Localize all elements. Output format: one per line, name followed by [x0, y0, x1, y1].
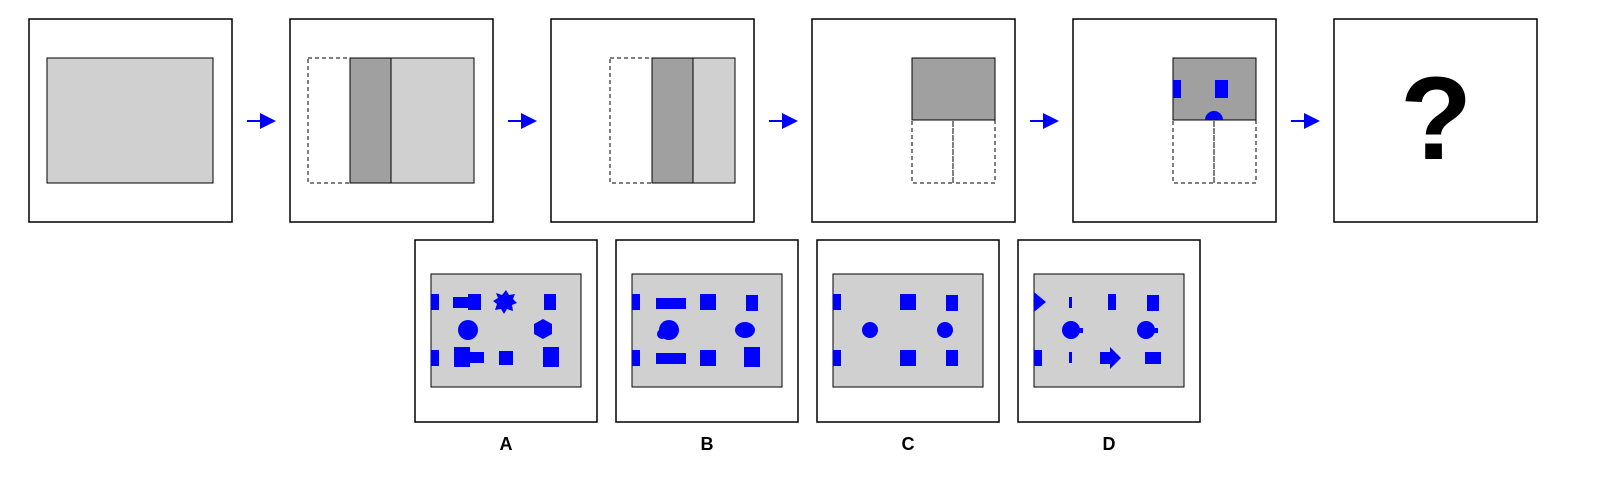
hole-circle	[862, 322, 878, 338]
punched-hole-rect-right	[1215, 80, 1228, 98]
hole	[454, 347, 470, 367]
option-d-label: D	[1103, 434, 1116, 454]
hole-blob	[657, 329, 667, 339]
paper-sheet	[692, 57, 736, 184]
hole-blob-notch	[1078, 328, 1083, 333]
folded-away-region-right	[952, 119, 996, 184]
hole-blob	[1137, 321, 1155, 339]
folded-block	[1172, 57, 1257, 121]
punched-hole-semicircle	[1205, 111, 1223, 120]
hole	[946, 350, 958, 366]
hole-triangle	[1034, 292, 1046, 312]
punched-hole-rect-left	[1173, 80, 1181, 98]
hole	[900, 294, 916, 310]
hole	[656, 353, 686, 364]
option-b-label: B	[701, 434, 714, 454]
hole-arrow	[1100, 347, 1121, 369]
hole-star	[493, 290, 517, 314]
paper-sheet	[390, 57, 475, 184]
hole	[1069, 352, 1072, 363]
folded-block	[911, 57, 996, 121]
hole	[632, 350, 640, 366]
hole	[1108, 294, 1116, 310]
hole	[431, 294, 439, 310]
hole	[632, 294, 640, 310]
option-b[interactable]: B	[615, 239, 799, 454]
paper-sheet	[46, 57, 214, 184]
folded-away-region-right	[1213, 119, 1257, 184]
hole-circle	[458, 320, 478, 340]
hole	[543, 347, 559, 367]
hole	[499, 351, 513, 365]
hole-blob	[1062, 321, 1080, 339]
step-4-panel	[811, 18, 1016, 223]
hole-hexagon	[534, 319, 552, 339]
option-c[interactable]: C	[816, 239, 1000, 454]
option-a-label: A	[500, 434, 513, 454]
hole	[468, 352, 484, 363]
step-2-panel	[289, 18, 494, 223]
step-1-panel	[28, 18, 233, 223]
hole	[468, 294, 481, 310]
hole	[946, 295, 958, 311]
hole-oval	[735, 322, 755, 338]
step-5-panel	[1072, 18, 1277, 223]
hole	[656, 298, 686, 309]
option-c-sheet	[832, 273, 984, 388]
option-b-sheet	[631, 273, 783, 388]
folded-flap	[349, 57, 392, 184]
question-panel: ?	[1333, 18, 1538, 223]
folded-away-region	[609, 57, 653, 184]
step-3-panel	[550, 18, 755, 223]
option-d-sheet	[1033, 273, 1185, 388]
hole	[544, 294, 556, 310]
hole	[453, 297, 469, 308]
folded-flap	[651, 57, 694, 184]
hole	[744, 347, 760, 367]
hole	[700, 294, 716, 310]
hole	[1147, 295, 1159, 311]
hole	[431, 350, 439, 366]
option-d[interactable]: D	[1017, 239, 1201, 454]
hole	[833, 294, 841, 310]
hole	[1034, 350, 1042, 366]
option-a[interactable]: A	[414, 239, 598, 454]
question-mark: ?	[1400, 53, 1472, 185]
hole-blob-notch	[1153, 328, 1158, 333]
hole	[1069, 297, 1072, 308]
option-c-label: C	[902, 434, 915, 454]
hole	[833, 350, 841, 366]
hole	[900, 350, 916, 366]
hole	[1145, 352, 1161, 364]
hole-circle	[937, 322, 953, 338]
hole	[700, 350, 716, 366]
folded-away-region	[307, 57, 351, 184]
hole	[746, 295, 758, 311]
